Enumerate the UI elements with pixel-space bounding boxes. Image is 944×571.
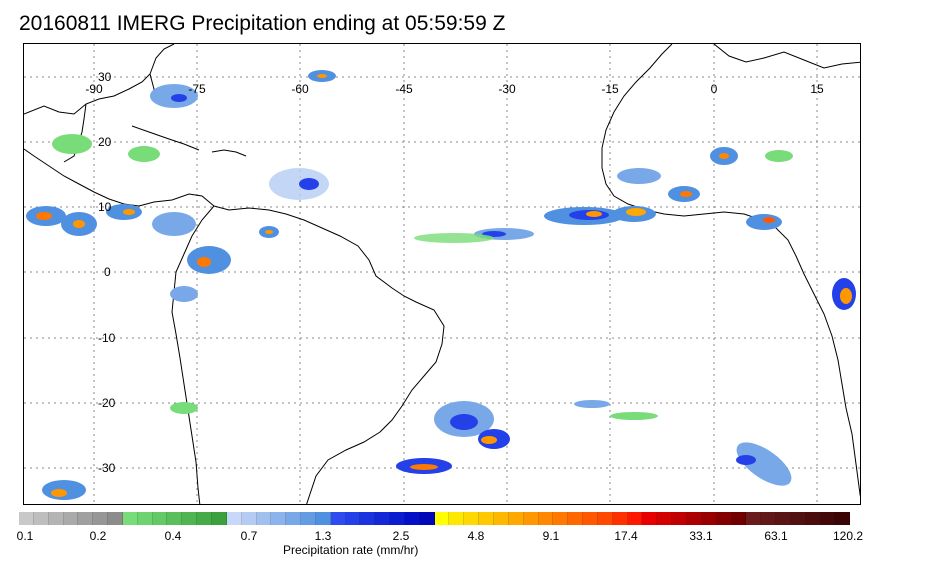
colorbar-tick-label: 120.2: [832, 529, 864, 543]
colorbar-swatch: [404, 512, 420, 525]
colorbar-swatch: [360, 512, 376, 525]
colorbar-swatch: [167, 512, 183, 525]
colorbar-swatch: [152, 512, 168, 525]
colorbar-swatch: [93, 512, 109, 525]
precipitation-map: -90 -75 -60 -45 -30 -15 0 15 30 20 10 0 …: [24, 44, 860, 504]
colorbar-swatch: [122, 512, 138, 525]
colorbar-swatch: [746, 512, 762, 525]
colorbar-tick-label: 0.4: [164, 529, 182, 543]
colorbar-swatch: [108, 512, 123, 525]
colorbar-swatch: [835, 512, 851, 525]
colorbar-swatch: [19, 512, 34, 525]
colorbar-swatch: [211, 512, 227, 525]
lon-label: -90: [85, 82, 103, 96]
colorbar-swatch: [820, 512, 836, 525]
colorbar-tick-label: 9.1: [542, 529, 560, 543]
colorbar-swatch: [805, 512, 821, 525]
colorbar-swatch: [301, 512, 316, 525]
colorbar-swatch: [345, 512, 361, 525]
colorbar-swatch: [419, 512, 435, 525]
colorbar-tick-label: 33.1: [689, 529, 713, 543]
colorbar-swatch: [508, 512, 524, 525]
lon-label: 0: [711, 82, 718, 96]
colorbar-swatch: [241, 512, 257, 525]
colorbar-swatch: [686, 512, 702, 525]
colorbar-title: Precipitation rate (mm/hr): [283, 543, 419, 557]
colorbar-tick-labels: 0.1 0.2 0.4 0.7 1.3 2.5 4.8 9.1 17.4 33.…: [0, 529, 944, 545]
colorbar-swatch: [627, 512, 643, 525]
colorbar-tick-label: 2.5: [392, 529, 410, 543]
lat-label: 0: [104, 265, 111, 279]
colorbar-swatch: [761, 512, 777, 525]
colorbar-swatch: [776, 512, 791, 525]
colorbar-swatch: [315, 512, 331, 525]
colorbar-swatch: [701, 512, 717, 525]
colorbar-swatch: [286, 512, 302, 525]
colorbar-swatch: [271, 512, 287, 525]
colorbar-swatch: [642, 512, 658, 525]
lon-label: -45: [395, 82, 413, 96]
colorbar-swatch: [464, 512, 480, 525]
colorbar-swatch: [731, 512, 747, 525]
colorbar-swatch: [375, 512, 391, 525]
colorbar-tick-label: 0.7: [240, 529, 258, 543]
map-gridlines: [24, 44, 860, 504]
colorbar-swatch: [330, 512, 346, 525]
colorbar-swatch: [597, 512, 613, 525]
colorbar-swatch: [523, 512, 539, 525]
lon-label: -60: [291, 82, 309, 96]
colorbar-swatch: [48, 512, 64, 525]
lat-label: 20: [98, 135, 112, 149]
colorbar: [19, 512, 851, 525]
lon-label: -15: [601, 82, 619, 96]
colorbar-swatch: [256, 512, 272, 525]
colorbar-swatch: [390, 512, 405, 525]
lon-label: 15: [810, 82, 824, 96]
precipitation-cells: [26, 70, 856, 500]
colorbar-tick-label: 0.2: [89, 529, 107, 543]
colorbar-swatch: [182, 512, 198, 525]
colorbar-tick-label: 1.3: [314, 529, 332, 543]
lat-label: -10: [98, 331, 116, 345]
lat-label: -20: [98, 396, 116, 410]
map-panel: -90 -75 -60 -45 -30 -15 0 15 30 20 10 0 …: [23, 43, 861, 505]
colorbar-tick-label: 17.4: [614, 529, 638, 543]
lon-label: -75: [188, 82, 206, 96]
colorbar-swatch: [612, 512, 628, 525]
colorbar-swatch: [672, 512, 687, 525]
colorbar-swatch: [553, 512, 569, 525]
colorbar-swatch: [790, 512, 806, 525]
map-title: 20160811 IMERG Precipitation ending at 0…: [19, 12, 506, 35]
colorbar-swatch: [449, 512, 465, 525]
colorbar-swatch: [583, 512, 598, 525]
colorbar-swatch: [33, 512, 49, 525]
colorbar-tick-label: 4.8: [467, 529, 485, 543]
latitude-labels: 30 20 10 0 -10 -20 -30: [98, 70, 116, 475]
lat-label: 10: [98, 200, 112, 214]
colorbar-swatch: [494, 512, 509, 525]
colorbar-tick-label: 63.1: [764, 529, 788, 543]
lon-label: -30: [498, 82, 516, 96]
colorbar-swatch: [479, 512, 494, 525]
colorbar-swatch: [716, 512, 732, 525]
lat-label: -30: [98, 461, 116, 475]
colorbar-swatch: [538, 512, 554, 525]
colorbar-swatch: [78, 512, 94, 525]
colorbar-tick-label: 0.1: [16, 529, 34, 543]
colorbar-swatch: [568, 512, 584, 525]
coastlines: [24, 44, 860, 504]
longitude-labels: -90 -75 -60 -45 -30 -15 0 15: [85, 82, 824, 96]
colorbar-swatch: [137, 512, 153, 525]
lat-label: 30: [98, 70, 112, 84]
colorbar-swatch: [226, 512, 242, 525]
colorbar-swatch: [63, 512, 79, 525]
colorbar-swatch: [657, 512, 673, 525]
colorbar-swatch: [197, 512, 212, 525]
colorbar-swatch: [434, 512, 450, 525]
